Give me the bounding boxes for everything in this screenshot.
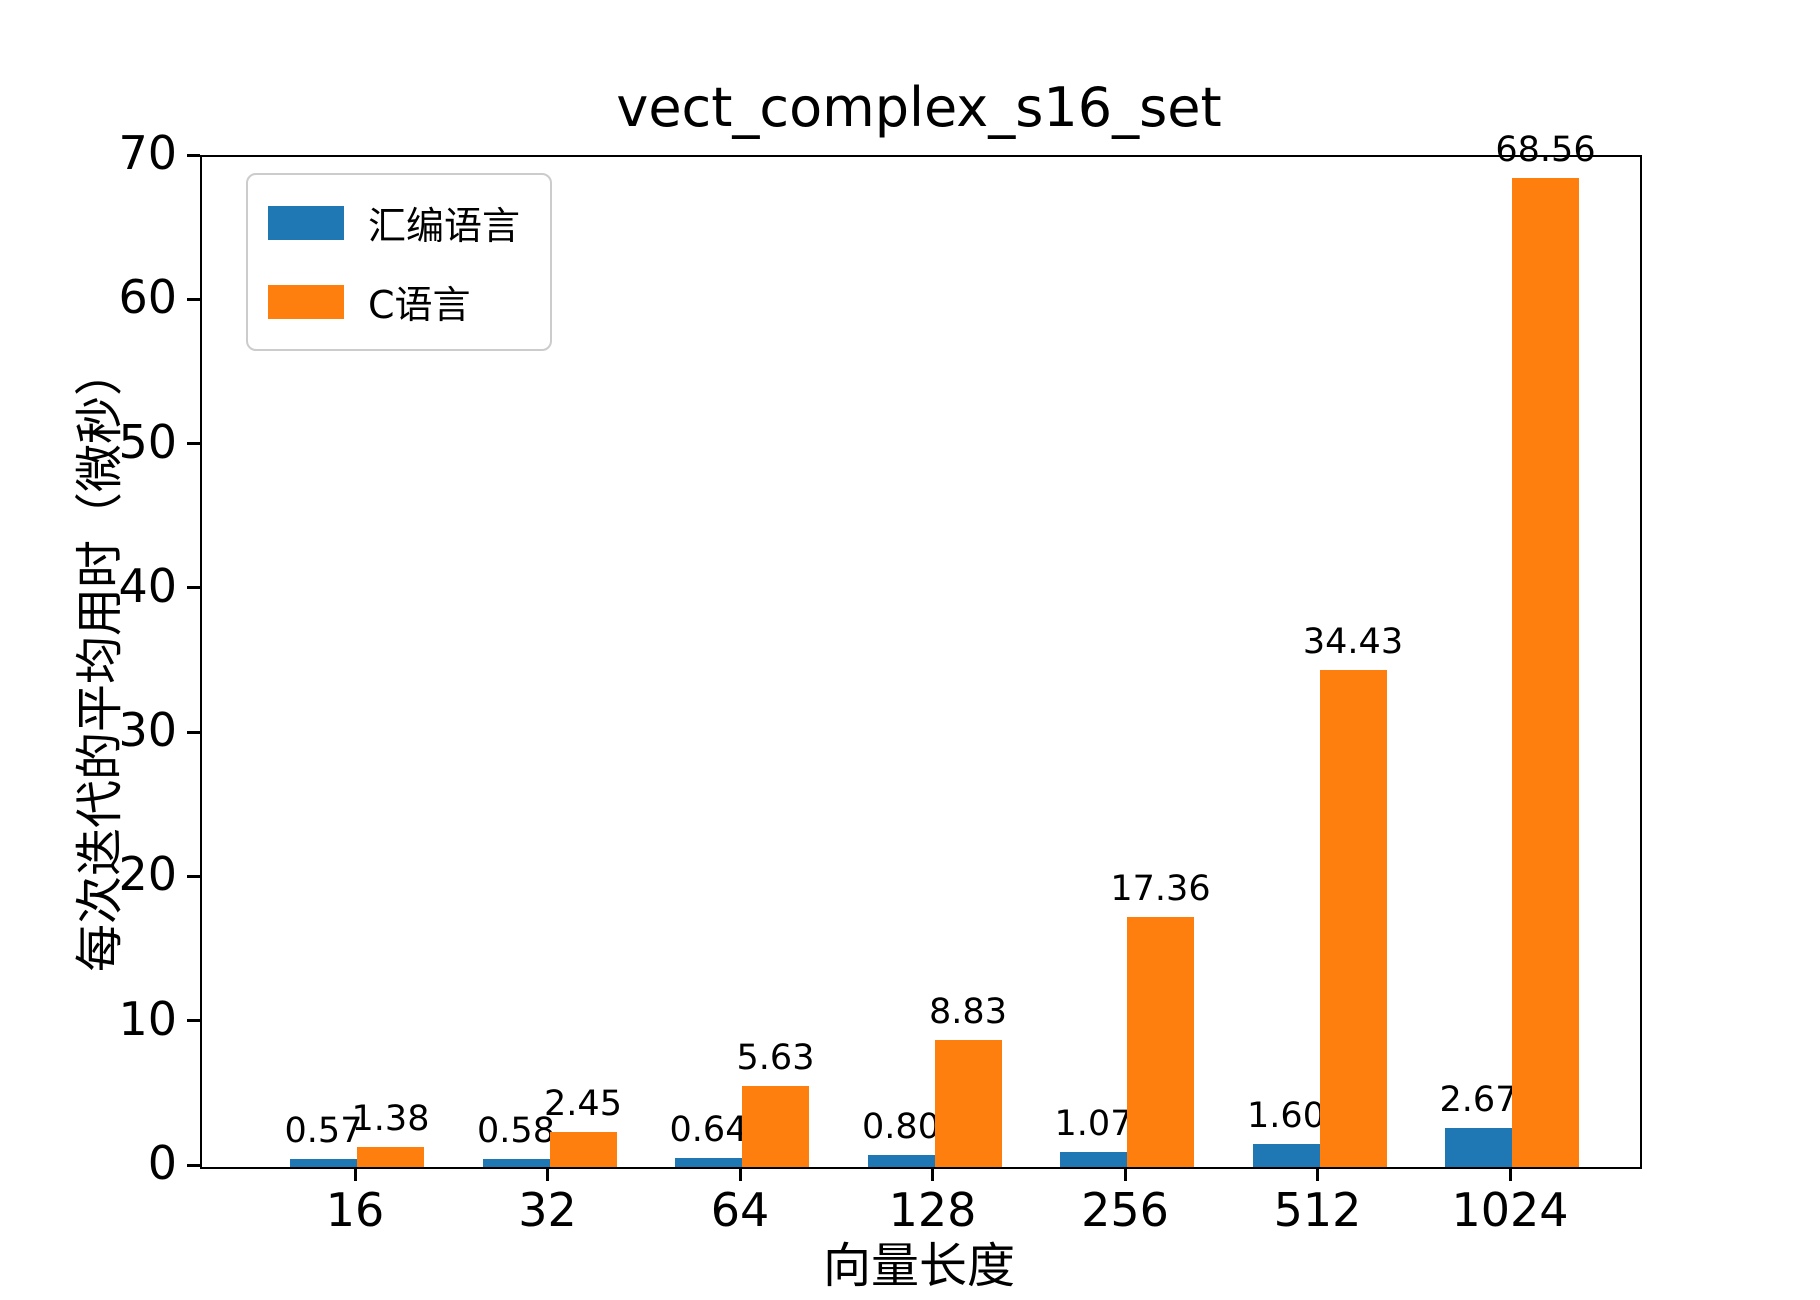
y-tick-label-40: 40 [118, 558, 177, 613]
x-tick-mark-32 [546, 1167, 549, 1181]
bar-series-0-cat-256 [1060, 1151, 1127, 1167]
x-tick-label-128: 128 [888, 1183, 977, 1237]
bar-value-label-series-0-cat-256: 1.07 [1054, 1103, 1133, 1144]
bar-series-0-cat-1024 [1445, 1128, 1512, 1167]
y-tick-mark-40 [187, 586, 200, 590]
bar-value-label-series-1-cat-1024: 68.56 [1495, 129, 1596, 170]
bar-series-1-cat-128 [934, 1039, 1002, 1167]
legend-swatch-series-1 [268, 284, 344, 319]
bar-value-label-series-0-cat-128: 0.80 [862, 1107, 940, 1148]
y-tick-label-0: 0 [147, 1136, 177, 1190]
bar-series-0-cat-64 [675, 1157, 742, 1167]
y-tick-label-10: 10 [118, 991, 177, 1046]
x-tick-label-16: 16 [325, 1183, 385, 1237]
bar-value-label-series-0-cat-1024: 2.67 [1439, 1080, 1518, 1121]
legend-row-series-1: C语言 [268, 274, 520, 329]
bar-series-1-cat-16 [357, 1147, 424, 1167]
x-tick-mark-16 [353, 1167, 357, 1181]
bar-value-label-series-1-cat-64: 5.63 [736, 1037, 815, 1078]
bar-value-label-series-0-cat-64: 0.64 [669, 1109, 748, 1150]
bar-series-1-cat-256 [1127, 916, 1194, 1167]
y-tick-label-20: 20 [118, 847, 177, 902]
bar-value-label-series-1-cat-16: 1.38 [351, 1099, 430, 1140]
bar-series-0-cat-32 [482, 1158, 550, 1167]
x-tick-mark-1024 [1508, 1167, 1512, 1181]
x-tick-label-256: 256 [1081, 1183, 1169, 1237]
legend-row-series-0: 汇编语言 [268, 195, 520, 250]
x-tick-label-32: 32 [518, 1183, 577, 1237]
bar-series-0-cat-128 [867, 1155, 935, 1167]
y-tick-mark-70 [187, 153, 200, 157]
bar-series-1-cat-64 [742, 1085, 809, 1167]
bar-value-label-series-0-cat-32: 0.58 [477, 1110, 555, 1151]
x-axis-label: 向量长度 [822, 1238, 1016, 1294]
legend-label-series-1: C语言 [368, 283, 471, 327]
bar-value-label-series-1-cat-512: 34.43 [1302, 622, 1404, 663]
y-tick-mark-20 [187, 874, 200, 878]
bar-series-1-cat-512 [1319, 670, 1387, 1167]
bar-value-label-series-1-cat-256: 17.36 [1110, 868, 1211, 909]
y-tick-label-60: 60 [118, 270, 177, 325]
bar-series-1-cat-1024 [1512, 177, 1579, 1167]
y-tick-label-30: 30 [118, 703, 177, 758]
y-tick-label-50: 50 [118, 414, 177, 469]
legend-label-series-0: 汇编语言 [368, 204, 521, 248]
y-tick-mark-30 [187, 730, 200, 734]
legend-swatch-series-0 [268, 205, 344, 240]
x-tick-label-512: 512 [1273, 1183, 1362, 1237]
bar-value-label-series-0-cat-512: 1.60 [1247, 1095, 1325, 1136]
y-tick-mark-10 [187, 1019, 200, 1023]
bar-value-label-series-1-cat-32: 2.45 [544, 1083, 622, 1124]
x-tick-mark-256 [1123, 1167, 1127, 1181]
x-tick-mark-512 [1316, 1167, 1319, 1181]
plot-area: 汇编语言 C语言 0.57 1.38 0.58 2.45 0.64 5.63 0.80 8.83… [200, 130, 1642, 1169]
x-tick-label-1024: 1024 [1451, 1183, 1569, 1237]
bar-series-0-cat-512 [1252, 1143, 1320, 1167]
bar-series-1-cat-32 [549, 1131, 617, 1167]
y-tick-mark-0 [187, 1163, 200, 1167]
legend: 汇编语言 C语言 [246, 173, 553, 351]
y-tick-mark-50 [187, 442, 200, 446]
bar-value-label-series-1-cat-128: 8.83 [929, 991, 1007, 1032]
bar-value-label-series-0-cat-16: 0.57 [284, 1110, 363, 1151]
bar-series-0-cat-16 [290, 1158, 357, 1167]
x-tick-label-64: 64 [710, 1183, 770, 1237]
x-tick-mark-128 [931, 1167, 934, 1181]
x-tick-mark-64 [738, 1167, 742, 1181]
y-tick-label-70: 70 [118, 126, 177, 180]
y-tick-mark-60 [187, 297, 200, 301]
chart-title: vect_complex_s16_set [616, 76, 1222, 139]
